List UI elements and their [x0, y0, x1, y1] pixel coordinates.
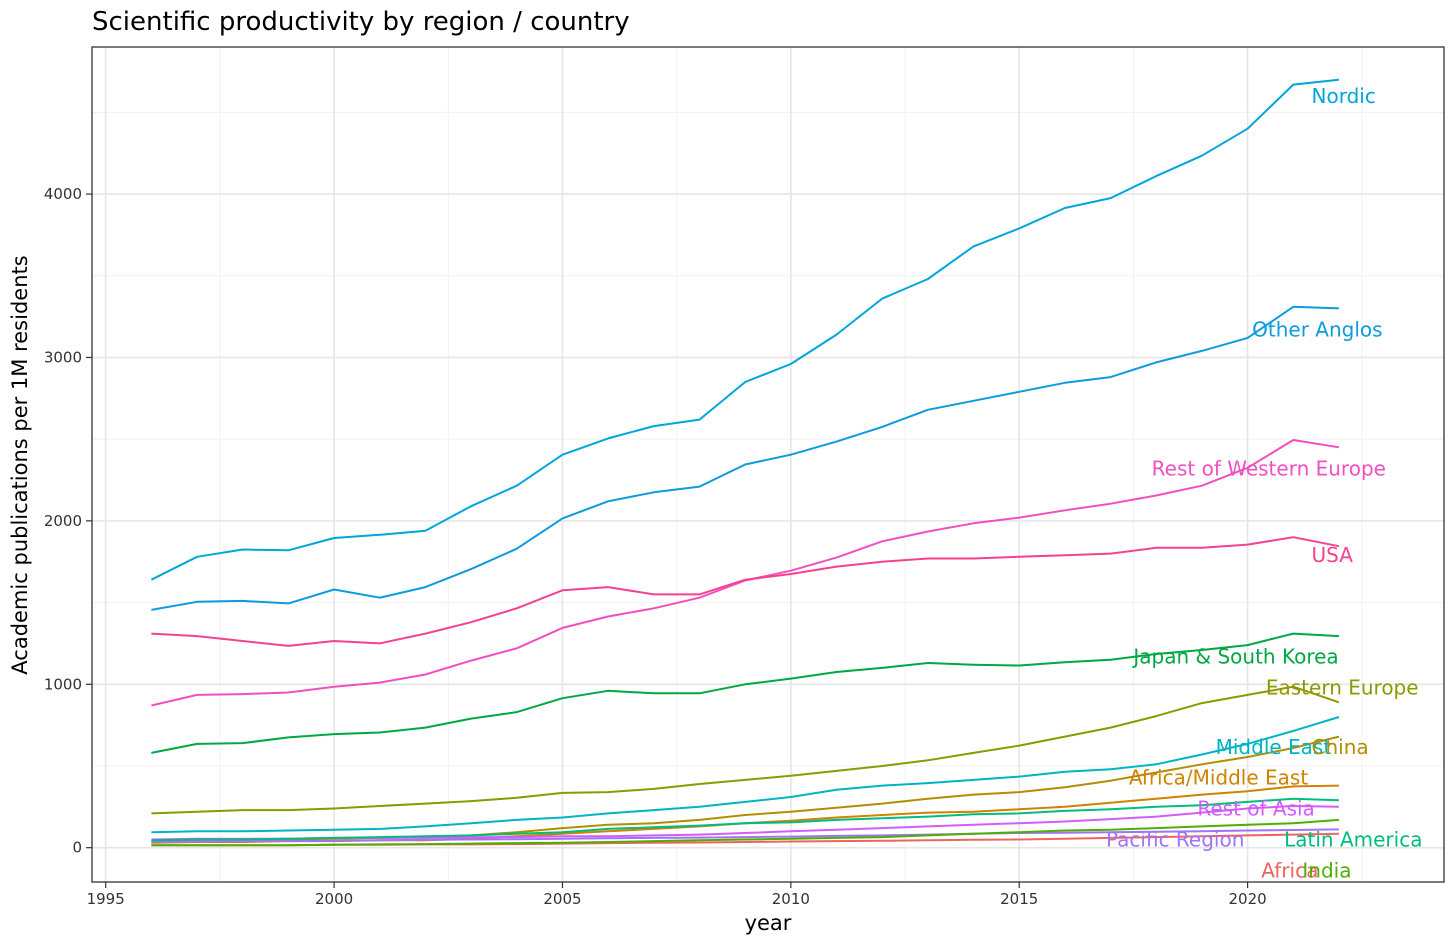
series-label-rest-of-western-europe: Rest of Western Europe — [1152, 457, 1386, 481]
x-tick-label: 2005 — [543, 890, 581, 908]
y-axis: 0 1000 2000 3000 4000 — [44, 185, 92, 857]
series-label-usa: USA — [1312, 543, 1354, 567]
series-label-eastern-europe: Eastern Europe — [1266, 676, 1419, 700]
series-label-japan-south-korea: Japan & South Korea — [1131, 645, 1338, 669]
series-label-middle-east: Middle East — [1216, 735, 1332, 759]
series-line-nordic — [150, 78, 1340, 581]
x-tick-label: 2020 — [1229, 890, 1267, 908]
series-line-pacific-region — [151, 828, 1339, 843]
x-tick-label: 2000 — [315, 890, 353, 908]
x-tick-label: 2010 — [772, 890, 810, 908]
series-label-africa-middle-east: Africa/Middle East — [1129, 765, 1309, 789]
series-line-middle-east — [151, 716, 1340, 834]
x-tick-label: 2015 — [1000, 890, 1038, 908]
series-label-latin-america: Latin America — [1284, 828, 1422, 852]
series-label-rest-of-asia: Rest of Asia — [1197, 796, 1314, 820]
plot-panel-border — [91, 46, 1445, 883]
series-label-other-anglos: Other Anglos — [1252, 318, 1382, 342]
series-line-eastern-europe — [151, 685, 1340, 815]
series-line-latin-america — [151, 797, 1339, 842]
major-gridlines — [92, 47, 1444, 882]
y-axis-title: Academic publications per 1M residents — [8, 255, 32, 674]
series-line-other-anglos — [151, 305, 1339, 611]
series-label-india: India — [1302, 859, 1351, 883]
series-line-india — [151, 818, 1339, 847]
chart-title: Scientific productivity by region / coun… — [92, 7, 630, 37]
series-line-japan-south-korea — [151, 632, 1339, 754]
y-tick-label: 2000 — [44, 512, 82, 530]
series-label-china: China — [1312, 735, 1369, 759]
series-labels: Nordic Other Anglos Rest of Western Europe… — [1106, 84, 1422, 883]
y-tick-label: 1000 — [44, 675, 82, 693]
x-tick-label: 1995 — [87, 890, 125, 908]
x-axis: 1995 2000 2005 2010 2015 2020 — [87, 882, 1267, 908]
y-tick-label: 3000 — [44, 348, 82, 366]
minor-gridlines — [92, 47, 1444, 882]
series-label-nordic: Nordic — [1312, 84, 1376, 108]
y-tick-label: 4000 — [44, 185, 82, 203]
series-lines — [150, 78, 1340, 847]
series-label-pacific-region: Pacific Region — [1106, 828, 1244, 852]
y-tick-label: 0 — [72, 839, 82, 857]
x-axis-title: year — [745, 911, 792, 935]
series-label-africa: Africa — [1261, 859, 1318, 883]
series-line-usa — [151, 536, 1340, 647]
